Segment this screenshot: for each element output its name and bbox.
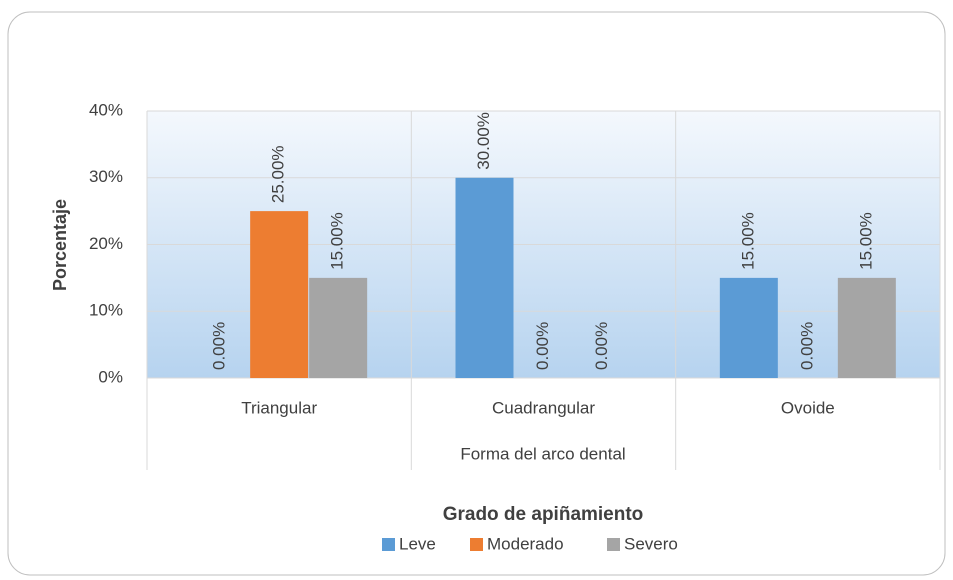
bar xyxy=(719,277,778,378)
x-tick-label: Cuadrangular xyxy=(492,398,595,417)
data-label: 25.00% xyxy=(269,145,288,203)
legend-swatch xyxy=(607,538,620,551)
x-tick-label: Triangular xyxy=(241,398,317,417)
data-label: 0.00% xyxy=(210,322,229,370)
legend-label: Severo xyxy=(624,534,678,553)
data-label: 15.00% xyxy=(328,212,347,270)
legend-swatch xyxy=(382,538,395,551)
data-label: 0.00% xyxy=(592,322,611,370)
bar xyxy=(250,211,309,378)
legend-label: Moderado xyxy=(487,534,564,553)
bar xyxy=(455,177,514,378)
y-tick-label: 0% xyxy=(98,367,123,386)
y-tick-label: 10% xyxy=(89,301,123,320)
data-label: 0.00% xyxy=(797,322,816,370)
y-tick-label: 20% xyxy=(89,234,123,253)
x-axis-title: Forma del arco dental xyxy=(460,444,625,463)
bar xyxy=(309,277,368,378)
data-label: 15.00% xyxy=(856,212,875,270)
legend-label: Leve xyxy=(399,534,436,553)
y-tick-label: 30% xyxy=(89,167,123,186)
data-label: 30.00% xyxy=(474,112,493,170)
bar xyxy=(837,277,896,378)
data-label: 15.00% xyxy=(738,212,757,270)
data-label: 0.00% xyxy=(533,322,552,370)
legend-swatch xyxy=(470,538,483,551)
legend-title: Grado de apiñamiento xyxy=(443,504,644,525)
y-axis-title: Porcentaje xyxy=(50,199,70,291)
x-tick-label: Ovoide xyxy=(781,398,835,417)
y-tick-label: 40% xyxy=(89,100,123,119)
